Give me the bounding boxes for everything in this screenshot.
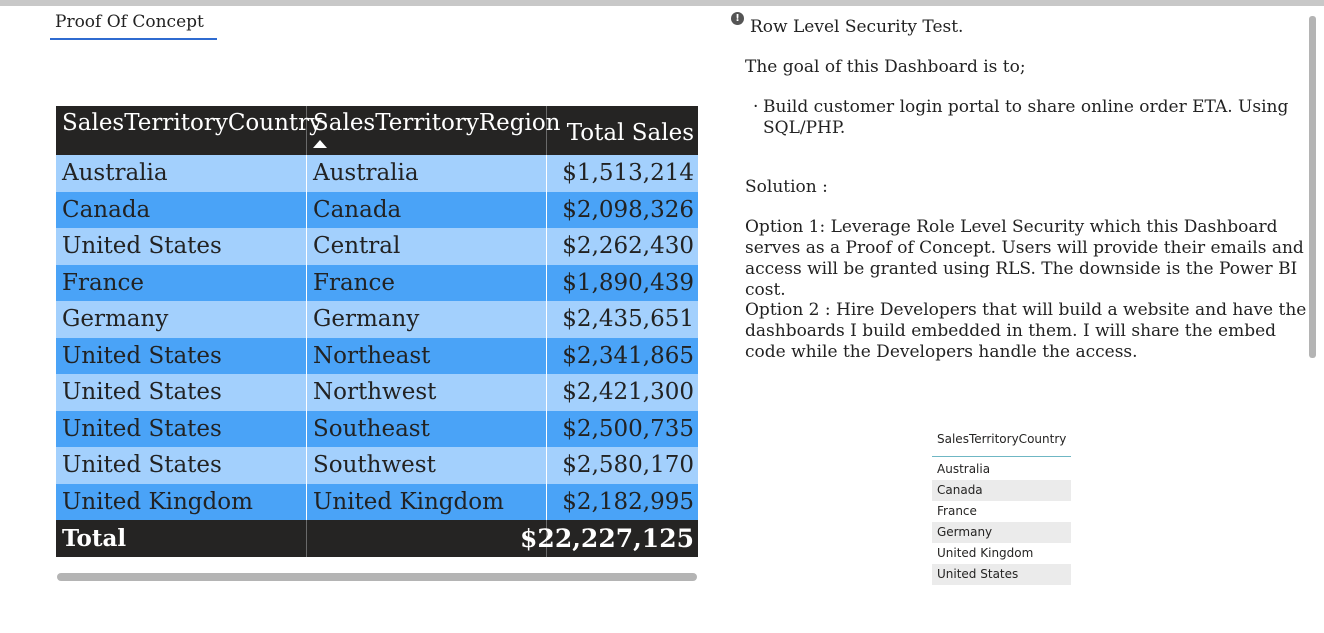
cell-region: Germany [307, 301, 547, 338]
textbox-option2: Option 2 : Hire Developers that will bui… [745, 300, 1307, 362]
table-total-row: Total $22,227,125 [56, 520, 698, 557]
cell-total-sales: $2,262,430 [562, 233, 694, 260]
cell-total-sales: $2,341,865 [562, 342, 694, 369]
sort-ascending-icon[interactable] [313, 140, 327, 148]
country-slicer: SalesTerritoryCountry Australia Canada Fra… [932, 428, 1071, 585]
table-header-row: SalesTerritoryCountry SalesTerritoryRegi… [56, 106, 698, 155]
table-row[interactable]: United States Central $2,262,430 [56, 228, 698, 265]
cell-region: Northwest [307, 374, 547, 411]
cell-country: United States [56, 410, 307, 447]
slicer-item[interactable]: United Kingdom [937, 546, 1034, 560]
table-row[interactable]: United States Northwest $2,421,300 [56, 374, 698, 411]
info-icon[interactable]: ! [731, 12, 744, 25]
cell-region: France [307, 264, 547, 301]
slicer-item[interactable]: Germany [932, 522, 1071, 543]
table-horizontal-scrollbar[interactable] [57, 573, 697, 581]
column-header-country[interactable]: SalesTerritoryCountry [56, 106, 322, 155]
cell-total-sales: $2,500,735 [562, 415, 694, 442]
slicer-item[interactable]: United States [932, 564, 1071, 585]
cell-region: Southwest [307, 447, 547, 484]
table-row[interactable]: United States Southwest $2,580,170 [56, 447, 698, 484]
textbox-bullet: Build customer login portal to share onl… [753, 97, 1303, 139]
slicer-list: Australia Canada France Germany United Kingd… [932, 459, 1071, 585]
cell-region: Southeast [307, 410, 547, 447]
cell-country: Australia [56, 155, 307, 192]
table-row[interactable]: Canada Canada $2,098,326 [56, 191, 698, 228]
column-header-region-label: SalesTerritoryRegion [313, 110, 561, 136]
table-row[interactable]: United States Southeast $2,500,735 [56, 410, 698, 447]
cell-country: United States [56, 374, 307, 411]
textbox-goal: The goal of this Dashboard is to; [745, 57, 1026, 77]
textbox-title: Row Level Security Test. [750, 17, 964, 37]
cell-total-sales: $2,580,170 [562, 452, 694, 479]
textbox-solution: Solution : [745, 177, 828, 197]
top-bar [0, 0, 1324, 6]
sales-table: SalesTerritoryCountry SalesTerritoryRegi… [56, 106, 698, 557]
cell-total-sales: $2,098,326 [562, 196, 694, 223]
cell-country: Germany [56, 301, 307, 338]
cell-country: United Kingdom [56, 483, 307, 520]
cell-total-sales: $1,513,214 [562, 160, 694, 187]
table-row[interactable]: United Kingdom United Kingdom $2,182,995 [56, 483, 698, 520]
cell-region: Northeast [307, 337, 547, 374]
total-label: Total [56, 520, 307, 557]
table-row[interactable]: Australia Australia $1,513,214 [56, 155, 698, 192]
cell-country: United States [56, 447, 307, 484]
cell-total-sales: $2,435,651 [562, 306, 694, 333]
column-header-total-sales[interactable]: Total Sales [566, 119, 694, 146]
table-row[interactable]: Germany Germany $2,435,651 [56, 301, 698, 338]
cell-country: United States [56, 228, 307, 265]
slicer-item[interactable]: France [937, 504, 977, 518]
cell-country: Canada [56, 191, 307, 228]
cell-country: France [56, 264, 307, 301]
slicer-item[interactable]: Canada [932, 480, 1071, 501]
textbox-vertical-scrollbar[interactable] [1309, 16, 1316, 358]
slicer-title: SalesTerritoryCountry [932, 428, 1071, 457]
cell-country: United States [56, 337, 307, 374]
cell-region: Central [307, 228, 547, 265]
cell-total-sales: $2,182,995 [562, 488, 694, 515]
slicer-item[interactable]: Australia [937, 462, 991, 476]
cell-total-sales: $2,421,300 [562, 379, 694, 406]
proof-of-concept-label: Proof Of Concept [55, 12, 204, 32]
proof-of-concept-tab[interactable]: Proof Of Concept [50, 12, 217, 40]
total-value: $22,227,125 [520, 523, 694, 553]
cell-region: Canada [307, 191, 547, 228]
total-empty-cell [307, 520, 547, 557]
textbox-option1: Option 1: Leverage Role Level Security w… [745, 217, 1304, 300]
cell-region: United Kingdom [307, 483, 547, 520]
cell-total-sales: $1,890,439 [562, 269, 694, 296]
table-row[interactable]: United States Northeast $2,341,865 [56, 337, 698, 374]
table-row[interactable]: France France $1,890,439 [56, 264, 698, 301]
column-header-region[interactable]: SalesTerritoryRegion [307, 106, 561, 155]
cell-region: Australia [307, 155, 547, 192]
table-body: Australia Australia $1,513,214 Canada Canada… [56, 155, 698, 520]
